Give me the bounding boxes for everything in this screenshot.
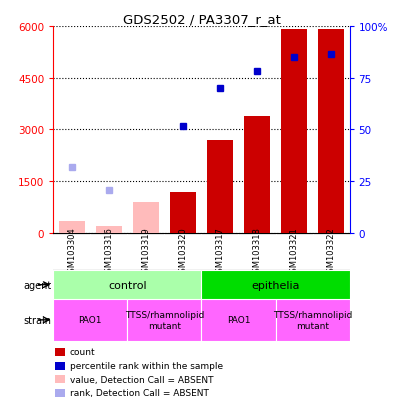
Title: GDS2502 / PA3307_r_at: GDS2502 / PA3307_r_at	[122, 13, 280, 26]
Text: percentile rank within the sample: percentile rank within the sample	[70, 361, 223, 370]
Bar	[133, 202, 159, 233]
Bar	[127, 299, 201, 341]
Bar	[170, 192, 196, 233]
Text: GSM103320: GSM103320	[179, 227, 188, 277]
Bar	[55, 375, 65, 383]
Bar	[276, 299, 350, 341]
Text: control: control	[108, 280, 147, 290]
Text: GSM103322: GSM103322	[327, 227, 336, 277]
Text: GSM103318: GSM103318	[252, 227, 261, 277]
Bar	[55, 389, 65, 397]
Bar	[201, 271, 350, 299]
Text: PAO1: PAO1	[227, 316, 250, 325]
Text: value, Detection Call = ABSENT: value, Detection Call = ABSENT	[70, 375, 213, 384]
Bar	[53, 299, 127, 341]
Text: GSM103321: GSM103321	[290, 227, 299, 277]
Text: GSM103317: GSM103317	[215, 227, 224, 277]
Text: GSM103316: GSM103316	[104, 227, 113, 277]
Bar	[201, 299, 276, 341]
Text: rank, Detection Call = ABSENT: rank, Detection Call = ABSENT	[70, 388, 209, 397]
Text: agent: agent	[23, 280, 51, 290]
Text: strain: strain	[23, 315, 51, 325]
Bar	[55, 362, 65, 370]
Bar	[55, 348, 65, 356]
Text: GSM103304: GSM103304	[67, 227, 76, 277]
Bar	[53, 271, 201, 299]
Bar	[207, 140, 233, 233]
Bar	[318, 30, 344, 233]
Text: PAO1: PAO1	[79, 316, 102, 325]
Text: epithelia: epithelia	[251, 280, 300, 290]
Bar	[96, 226, 122, 233]
Bar	[59, 221, 85, 233]
Text: TTSS/rhamnolipid
mutant: TTSS/rhamnolipid mutant	[273, 311, 352, 330]
Text: count: count	[70, 348, 95, 356]
Text: TTSS/rhamnolipid
mutant: TTSS/rhamnolipid mutant	[125, 311, 204, 330]
Text: GSM103319: GSM103319	[141, 227, 150, 277]
Bar	[244, 116, 270, 233]
Bar	[281, 30, 307, 233]
